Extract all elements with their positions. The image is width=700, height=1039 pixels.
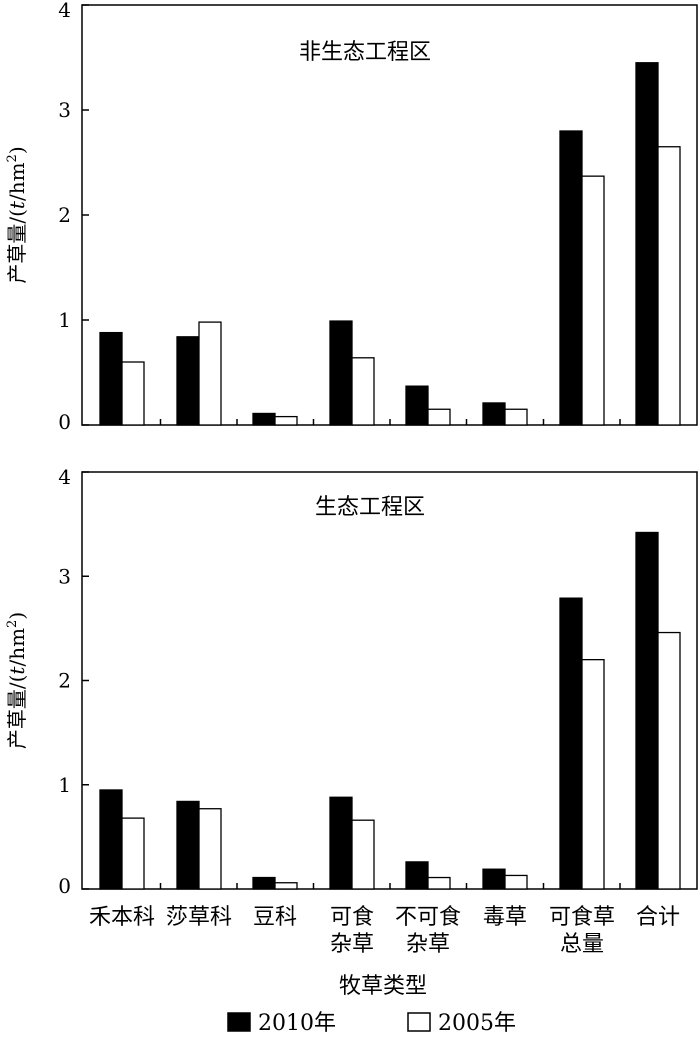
- panel-1-ytick-label: 2: [58, 203, 71, 227]
- panel-1-bar-2010-cat-3: [252, 412, 276, 426]
- panel-2-bar-2005-cat-5: [427, 876, 451, 890]
- panel-2-title: 生态工程区: [315, 495, 425, 520]
- panel-1-y-axis-label: 产草量/(t/hm2): [5, 146, 29, 283]
- panel-2-bar-2010-cat-5: [405, 861, 429, 890]
- category-label-3-line-1: 豆科: [253, 905, 297, 930]
- panel-1-bar-2005-cat-2: [198, 321, 222, 426]
- panel-2-bar-2005-cat-1: [121, 817, 145, 890]
- panel-1-bar-2010-cat-5: [405, 385, 429, 426]
- panel-2-y-axis-label: 产草量/(t/hm2): [5, 612, 29, 749]
- category-label-7-line-1: 可食草: [549, 905, 615, 930]
- panel-1-bar-2010-cat-1: [99, 331, 123, 426]
- legend-swatch-2005: [407, 1012, 431, 1032]
- category-label-6-line-1: 毒草: [483, 905, 527, 930]
- panel-2-ytick-label: 4: [58, 465, 71, 489]
- panel-1-ytick-label: 1: [58, 308, 71, 332]
- panel-2-bar-2010-cat-8: [635, 531, 659, 890]
- panel-2-ytick-label: 0: [58, 874, 71, 898]
- panel-2-bar-2010-cat-3: [252, 876, 276, 890]
- panel-1-bar-2010-cat-4: [329, 320, 353, 426]
- category-label-5-line-1: 不可食: [395, 905, 461, 930]
- category-label-7-line-2: 总量: [560, 932, 604, 957]
- panel-1-bar-2010-cat-8: [635, 62, 659, 426]
- panel-2-ytick-label: 1: [58, 773, 71, 797]
- category-label-5-line-2: 杂草: [406, 932, 450, 957]
- panel-1-bar-2005-cat-5: [427, 408, 451, 426]
- panel-1-bar-2010-cat-6: [482, 402, 506, 426]
- panel-1-plot-frame: [81, 4, 698, 426]
- panel-2-bar-2005-cat-4: [351, 819, 375, 890]
- panel-1-bar-2005-cat-7: [581, 175, 605, 426]
- panel-1-bar-2005-cat-8: [657, 146, 681, 426]
- legend-label-2005: 2005年: [438, 1011, 516, 1036]
- panel-2-bar-2010-cat-6: [482, 868, 506, 890]
- category-label-1-line-1: 禾本科: [89, 905, 155, 930]
- panel-2-bar-2010-cat-1: [99, 789, 123, 890]
- panel-1-bar-2005-cat-6: [504, 408, 528, 426]
- legend-swatch-2010: [227, 1012, 251, 1032]
- panel-1-bar-2005-cat-4: [351, 357, 375, 426]
- x-axis-title: 牧草类型: [339, 974, 427, 999]
- panel-2-bar-2005-cat-3: [274, 882, 298, 890]
- panel-2-ytick-label: 3: [58, 564, 71, 588]
- panel-2-bar-2005-cat-8: [657, 631, 681, 890]
- category-label-2-line-1: 莎草科: [166, 905, 232, 930]
- panel-1-ytick-label: 0: [58, 410, 71, 434]
- panel-2-ytick-label: 2: [58, 669, 71, 693]
- panel-1-bar-2010-cat-2: [176, 336, 200, 426]
- panel-1-title: 非生态工程区: [299, 40, 431, 65]
- category-label-4-line-2: 杂草: [330, 932, 374, 957]
- panel-2-plot-frame: [81, 471, 698, 890]
- category-label-4-line-1: 可食: [330, 905, 374, 930]
- panel-1-bar-2010-cat-7: [559, 130, 583, 426]
- panel-1-ytick-label: 3: [58, 98, 71, 122]
- legend-label-2010: 2010年: [258, 1011, 336, 1036]
- panel-2-bar-2010-cat-4: [329, 796, 353, 890]
- panel-1-ytick-label: 4: [58, 0, 71, 22]
- panel-1-bar-2005-cat-3: [274, 415, 298, 426]
- category-label-8-line-1: 合计: [636, 905, 680, 930]
- panel-2-bar-2010-cat-7: [559, 597, 583, 890]
- panel-1-bar-2005-cat-1: [121, 361, 145, 426]
- panel-2-bar-2010-cat-2: [176, 800, 200, 890]
- panel-2-bar-2005-cat-6: [504, 874, 528, 890]
- panel-2-bar-2005-cat-2: [198, 808, 222, 890]
- panel-2-bar-2005-cat-7: [581, 659, 605, 890]
